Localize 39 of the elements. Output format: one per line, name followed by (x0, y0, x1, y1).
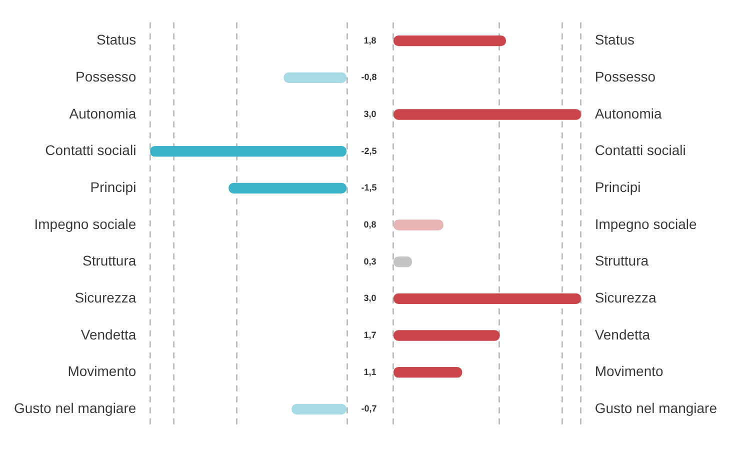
bar (393, 35, 506, 46)
y-tick-label: Principi (90, 179, 136, 196)
y-tick-label: Impegno sociale (34, 216, 136, 232)
data-label: -2,5 (361, 146, 377, 156)
y-tick-label: Contatti sociali (45, 142, 136, 158)
data-label: -0,7 (361, 404, 377, 414)
data-label: 1,7 (364, 330, 376, 340)
y-tick-label: Autonomia (594, 105, 662, 122)
data-label: 3,0 (364, 293, 376, 304)
y-tick-label: Struttura (594, 252, 649, 269)
data-label: 0,3 (364, 256, 376, 266)
bar (393, 330, 500, 341)
y-tick-label: Status (594, 32, 635, 48)
y-tick-label: Impegno sociale (594, 216, 697, 232)
y-tick-label: Movimento (68, 363, 136, 380)
data-label: 3,0 (364, 108, 376, 119)
y-tick-label: Gusto nel mangiare (594, 400, 718, 416)
y-tick-label: Possesso (594, 68, 656, 85)
bar (393, 367, 462, 378)
data-label: -0,8 (361, 72, 377, 82)
y-tick-label: Status (96, 32, 136, 48)
y-tick-label: Autonomia (69, 105, 136, 122)
data-label: -1,5 (361, 182, 377, 193)
y-tick-label: Sicurezza (594, 290, 657, 306)
y-tick-label: Principi (594, 179, 641, 196)
y-tick-label: Vendetta (594, 326, 650, 342)
data-label: 1,8 (364, 35, 376, 46)
y-tick-label: Vendetta (80, 326, 136, 342)
data-label: 0,8 (364, 219, 376, 230)
y-tick-label: Movimento (594, 363, 664, 380)
y-tick-label: Possesso (75, 68, 136, 85)
data-label: 1,1 (364, 366, 376, 377)
bar (393, 293, 581, 304)
bar (393, 220, 444, 230)
y-tick-label: Sicurezza (74, 290, 136, 306)
y-tick-label: Gusto nel mangiare (14, 400, 136, 416)
y-tick-label: Contatti sociali (594, 142, 686, 158)
y-tick-label: Struttura (82, 252, 136, 269)
bar (393, 109, 581, 120)
